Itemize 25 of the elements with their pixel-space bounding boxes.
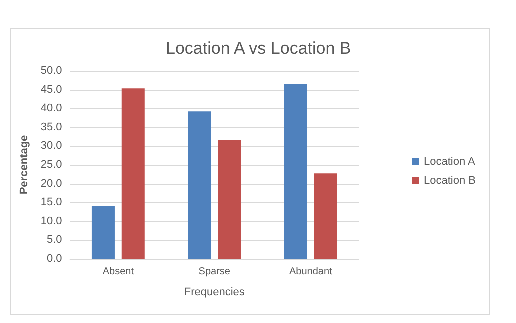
bar <box>314 174 338 259</box>
legend-label: Location B <box>424 175 476 187</box>
y-tick-label: 15.0 <box>40 196 62 209</box>
y-tick-label: 0.0 <box>47 253 62 265</box>
legend-label: Location A <box>424 156 476 168</box>
x-tick-label: Abundant <box>289 266 333 278</box>
y-tick-label: 30.0 <box>40 140 62 152</box>
x-tick-label: Sparse <box>198 266 231 278</box>
bar <box>122 88 145 259</box>
y-tick-label: 25.0 <box>40 159 62 171</box>
bar <box>92 206 115 259</box>
x-axis-title: Frequencies <box>184 286 246 298</box>
y-tick-label: 50.0 <box>40 65 62 77</box>
bar <box>188 112 212 259</box>
bar <box>218 140 242 259</box>
bar <box>284 84 308 259</box>
y-axis-title: Percentage <box>18 135 30 195</box>
x-tick-label: Absent <box>102 266 134 278</box>
y-tick-label: 10.0 <box>40 215 62 228</box>
y-tick-label: 45.0 <box>40 84 62 96</box>
y-tick-label: 5.0 <box>47 234 62 246</box>
y-tick-label: 40.0 <box>40 102 62 115</box>
y-tick-label: 20.0 <box>40 178 62 190</box>
chart-title: Location A vs Location B <box>166 39 352 58</box>
y-tick-label: 35.0 <box>40 121 62 134</box>
